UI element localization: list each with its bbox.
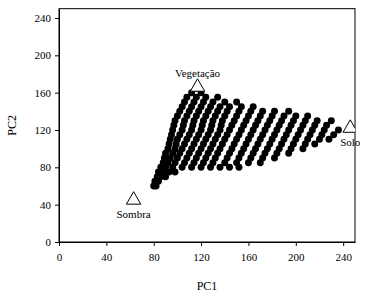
x-tick: 240 — [335, 242, 352, 263]
scatter-point — [292, 113, 299, 120]
y-tick-mark — [55, 130, 59, 131]
y-tick-label: 160 — [35, 87, 52, 99]
x-axis-title: PC1 — [197, 279, 218, 293]
y-tick-label: 80 — [40, 161, 52, 173]
y-tick: 240 — [35, 12, 60, 24]
y-tick-mark — [55, 18, 59, 19]
x-axis-line — [60, 242, 356, 243]
scatter-point — [304, 113, 311, 120]
y-axis-line — [59, 9, 60, 242]
x-axis: 0 40 80 120 160 200 240 — [57, 242, 356, 263]
annotation-marker — [190, 79, 204, 91]
scatter-point — [335, 127, 342, 134]
annotation-label: Solo — [340, 136, 361, 148]
y-tick-mark — [55, 93, 59, 94]
scatter-point — [285, 108, 292, 115]
x-tick-mark — [201, 242, 202, 246]
points — [150, 85, 342, 190]
y-tick: 200 — [35, 49, 60, 61]
x-tick-label: 240 — [335, 251, 352, 263]
y-tick-label: 200 — [35, 49, 52, 61]
scatter-point — [328, 117, 335, 124]
y-tick-mark — [55, 167, 59, 168]
x-tick-label: 120 — [193, 251, 210, 263]
annotation-label: Vegetação — [175, 67, 221, 79]
annotation-marker — [126, 192, 140, 204]
y-tick: 40 — [40, 199, 59, 211]
x-tick-label: 160 — [241, 251, 258, 263]
x-tick-label: 0 — [57, 251, 63, 263]
x-tick: 80 — [149, 242, 161, 263]
x-tick: 160 — [241, 242, 258, 263]
y-tick-mark — [55, 55, 59, 56]
y-tick: 120 — [35, 124, 60, 136]
y-tick-label: 120 — [35, 124, 52, 136]
annotation-marker — [343, 120, 355, 132]
scatter-point — [271, 108, 278, 115]
scatter-point — [221, 99, 228, 106]
x-tick-label: 40 — [101, 251, 113, 263]
scatter-point — [250, 103, 257, 110]
x-tick-label: 80 — [149, 251, 161, 263]
y-tick: 160 — [35, 87, 60, 99]
x-tick-mark — [59, 242, 60, 246]
chart-svg: Vegetação Solo Sombra 0 40 80 120 160 200 240 0 40 8… — [0, 0, 370, 299]
y-tick-mark — [55, 242, 59, 243]
y-tick: 0 — [46, 236, 60, 248]
y-axis-title: PC2 — [5, 115, 19, 136]
plot-frame — [59, 9, 355, 242]
x-tick: 40 — [101, 242, 113, 263]
x-tick-mark — [106, 242, 107, 246]
x-tick-mark — [248, 242, 249, 246]
x-tick-label: 200 — [288, 251, 305, 263]
y-tick-label: 240 — [35, 12, 52, 24]
scatter-point — [314, 117, 321, 124]
y-axis: 0 40 80 120 160 200 240 — [35, 9, 60, 248]
y-tick-label: 0 — [46, 236, 52, 248]
x-tick-mark — [343, 242, 344, 246]
x-tick: 120 — [193, 242, 210, 263]
x-tick-mark — [296, 242, 297, 246]
x-tick-mark — [154, 242, 155, 246]
y-tick-mark — [55, 205, 59, 206]
y-tick-label: 40 — [40, 199, 52, 211]
scatter-point — [259, 108, 266, 115]
scatter-point — [214, 94, 221, 101]
y-tick: 80 — [40, 161, 59, 173]
x-tick: 200 — [288, 242, 305, 263]
annotation-markers — [126, 79, 355, 204]
x-tick: 0 — [57, 242, 63, 263]
chart-container: Vegetação Solo Sombra 0 40 80 120 160 200 240 0 40 8… — [0, 0, 370, 299]
annotation-label: Sombra — [116, 208, 150, 220]
scatter-point — [233, 99, 240, 106]
